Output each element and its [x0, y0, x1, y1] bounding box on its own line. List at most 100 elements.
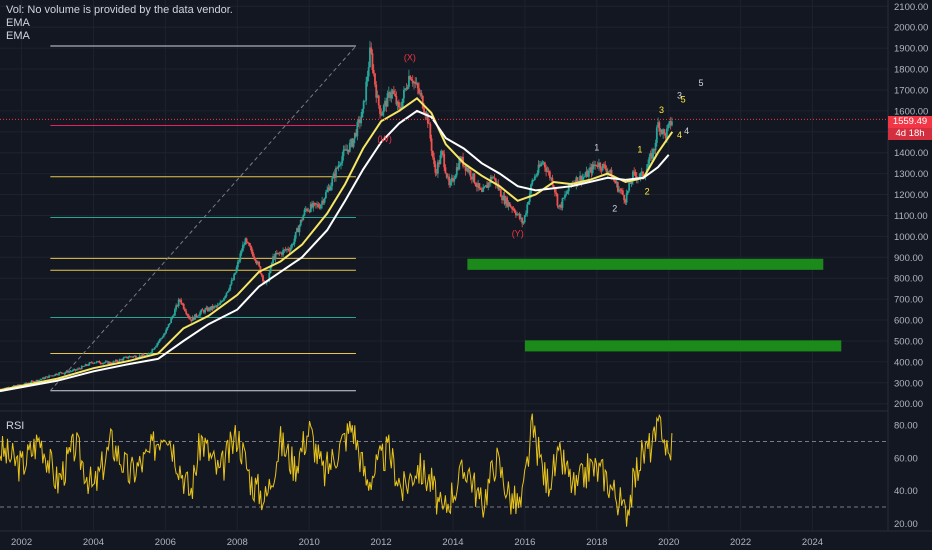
candle-body	[457, 167, 459, 170]
candle-body	[117, 361, 120, 363]
price-tick-label: 400.00	[894, 357, 923, 368]
price-axis[interactable]: 200.00 300.00 400.00 500.00 600.00 700.00 800.…	[894, 2, 928, 410]
candle-body	[221, 300, 224, 302]
rsi-tick-label: 20.00	[894, 519, 918, 530]
candle-body	[508, 202, 511, 207]
candle-body	[440, 151, 443, 156]
candle-body	[545, 167, 548, 172]
ema-fast-line	[0, 96, 674, 392]
candle-body	[59, 372, 62, 374]
candle-body	[557, 205, 560, 207]
candle-body	[163, 333, 166, 336]
candle-body	[352, 138, 355, 147]
candle-body	[148, 353, 151, 355]
candle-body	[452, 177, 454, 182]
candle-body	[560, 204, 563, 208]
candle-body	[633, 171, 636, 173]
candle-body	[64, 372, 67, 373]
candle-body	[513, 209, 516, 213]
candle-body	[195, 314, 198, 317]
candle-body	[628, 182, 631, 191]
candle-body	[453, 178, 456, 182]
support-zone	[524, 340, 842, 352]
candle-body	[118, 359, 121, 362]
candle-body	[526, 204, 529, 214]
candle-body	[609, 169, 612, 173]
candle-body	[128, 356, 131, 358]
candle-body	[269, 265, 272, 273]
candle-body	[170, 318, 173, 324]
candle-body	[200, 309, 203, 313]
candle-body	[250, 247, 253, 252]
candle-body	[401, 98, 404, 108]
candle-body	[98, 360, 101, 364]
candle-body	[83, 366, 86, 367]
candle-body	[197, 315, 200, 317]
candle-body	[342, 149, 345, 157]
candle-body	[236, 261, 239, 268]
candle-body	[537, 164, 540, 173]
candle-body	[332, 173, 335, 179]
candle-body	[252, 251, 254, 257]
candle-body	[233, 274, 235, 280]
candle-body	[438, 162, 441, 165]
candle-body	[447, 176, 449, 178]
ema-legend-1[interactable]: EMA	[6, 17, 30, 29]
candle-body	[364, 100, 366, 102]
candle-body	[376, 95, 379, 98]
candle-body	[337, 165, 340, 169]
candle-body	[121, 359, 123, 361]
time-tick-label: 2016	[514, 537, 535, 548]
candle-body	[657, 122, 659, 128]
candle-body	[391, 90, 394, 95]
candle-body	[419, 92, 422, 94]
candle-body	[95, 361, 98, 363]
wave-label: 5	[681, 95, 686, 105]
candle-body	[299, 219, 302, 226]
price-tick-label: 700.00	[894, 295, 923, 306]
candle-body	[528, 193, 531, 202]
candle-body	[420, 92, 423, 96]
time-axis[interactable]: 2002 2004 2006 2008 2010 2012 2014 2016 2018 2020…	[0, 537, 823, 548]
candle-body	[414, 81, 417, 84]
candle-body	[559, 204, 561, 207]
candle-body	[31, 380, 34, 382]
candle-body	[365, 81, 368, 101]
rsi-axis[interactable]: 20.00 40.00 60.00 80.00	[894, 421, 918, 530]
candle-body	[211, 306, 214, 309]
candle-body	[89, 362, 92, 364]
rsi-pane	[0, 413, 888, 527]
price-tick-label: 1400.00	[894, 148, 928, 159]
time-tick-label: 2008	[227, 537, 248, 548]
candle-body	[106, 361, 108, 363]
candle-body	[449, 181, 452, 186]
candle-body	[648, 156, 651, 165]
price-tick-label: 1000.00	[894, 232, 928, 243]
candle-body	[562, 197, 565, 199]
candle-body	[392, 90, 395, 94]
candle-body	[433, 157, 436, 165]
current-price-tag: 1559.49	[888, 116, 932, 128]
candle-body	[642, 171, 644, 178]
candle-body	[535, 175, 537, 177]
candle-body	[458, 158, 461, 170]
candle-body	[517, 213, 520, 215]
ema-legend-2[interactable]: EMA	[6, 30, 30, 42]
candle-body	[210, 306, 213, 310]
candle-body	[426, 113, 429, 124]
rsi-label[interactable]: RSI	[6, 420, 25, 432]
candle-body	[418, 88, 420, 94]
candle-body	[667, 124, 670, 129]
time-tick-label: 2002	[11, 537, 32, 548]
candle-body	[434, 164, 437, 173]
candle-body	[621, 190, 624, 195]
candle-body	[397, 101, 400, 108]
candle-body	[246, 241, 249, 243]
candle-body	[228, 289, 230, 292]
price-tick-label: 800.00	[894, 274, 923, 285]
candle-body	[460, 157, 463, 162]
candle-body	[33, 381, 35, 383]
candle-body	[413, 81, 415, 84]
